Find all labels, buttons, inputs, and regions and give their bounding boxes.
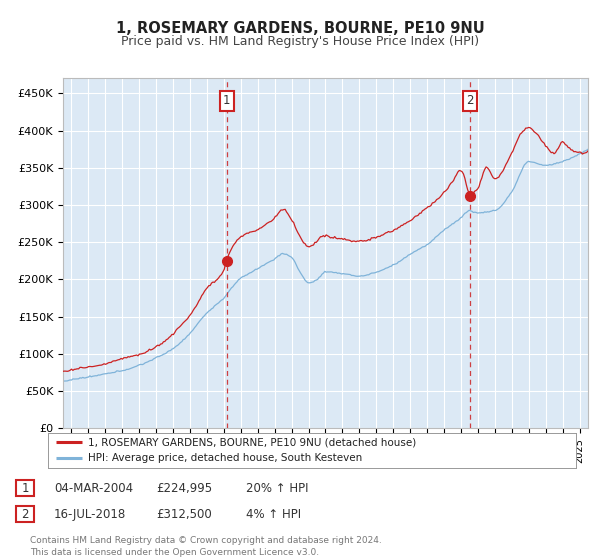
Text: 04-MAR-2004: 04-MAR-2004 — [54, 482, 133, 495]
Text: 1: 1 — [22, 482, 29, 495]
Text: 16-JUL-2018: 16-JUL-2018 — [54, 507, 126, 521]
Text: 4% ↑ HPI: 4% ↑ HPI — [246, 507, 301, 521]
Text: 1, ROSEMARY GARDENS, BOURNE, PE10 9NU: 1, ROSEMARY GARDENS, BOURNE, PE10 9NU — [116, 21, 484, 36]
Text: 1: 1 — [223, 94, 230, 108]
Text: £312,500: £312,500 — [156, 507, 212, 521]
Text: 1, ROSEMARY GARDENS, BOURNE, PE10 9NU (detached house): 1, ROSEMARY GARDENS, BOURNE, PE10 9NU (d… — [88, 437, 416, 447]
Text: 2: 2 — [22, 507, 29, 521]
Text: Price paid vs. HM Land Registry's House Price Index (HPI): Price paid vs. HM Land Registry's House … — [121, 35, 479, 48]
Text: 2: 2 — [466, 94, 474, 108]
Text: £224,995: £224,995 — [156, 482, 212, 495]
Text: HPI: Average price, detached house, South Kesteven: HPI: Average price, detached house, Sout… — [88, 453, 362, 463]
Text: Contains HM Land Registry data © Crown copyright and database right 2024.
This d: Contains HM Land Registry data © Crown c… — [30, 536, 382, 557]
Text: 20% ↑ HPI: 20% ↑ HPI — [246, 482, 308, 495]
